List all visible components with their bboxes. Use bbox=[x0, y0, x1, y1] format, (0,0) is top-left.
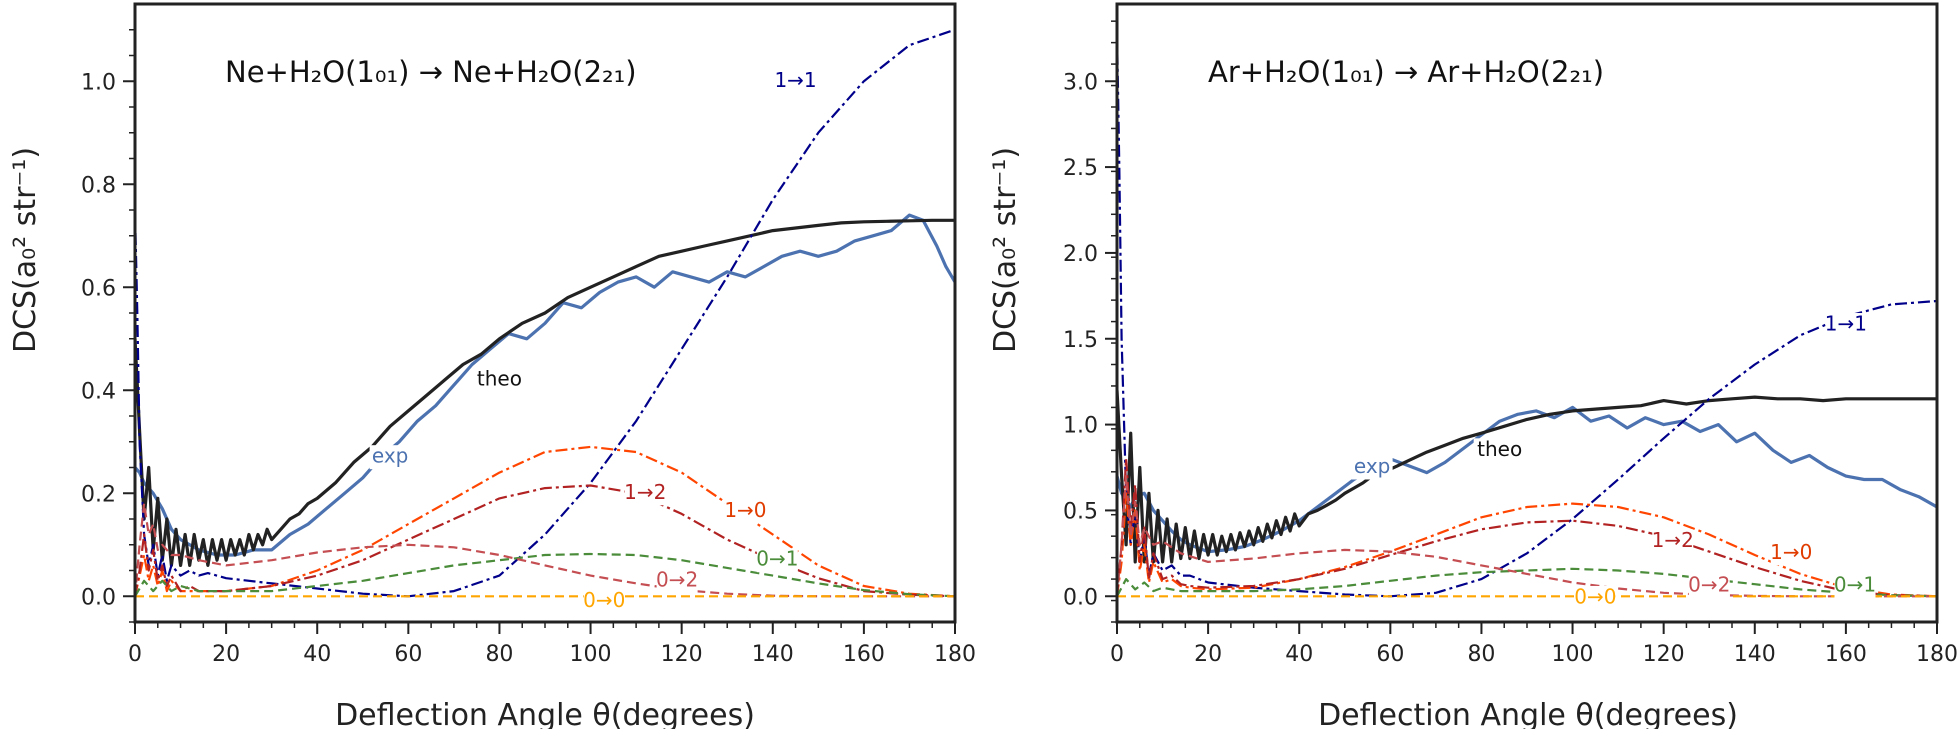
plot-area bbox=[135, 28, 955, 598]
series-line-1to0 bbox=[135, 445, 955, 598]
series-line-1to2 bbox=[1117, 457, 1937, 598]
x-tick-label: 100 bbox=[570, 642, 612, 667]
y-tick-label: 2.0 bbox=[1063, 242, 1098, 267]
curve-label-bg bbox=[624, 481, 666, 506]
y-tick-label: 0.0 bbox=[81, 585, 116, 610]
curve-label-bg bbox=[1825, 313, 1867, 338]
curve-label-bg bbox=[369, 445, 411, 470]
curve-label-1to0: 1→0 bbox=[1770, 540, 1812, 564]
x-tick-label: 140 bbox=[1734, 642, 1776, 667]
chart-title: Ar+H₂O(1₀₁) → Ar+H₂O(2₂₁) bbox=[1208, 55, 1604, 89]
curve-label-1to0: 1→0 bbox=[724, 498, 766, 522]
series-line-1to0 bbox=[1117, 492, 1937, 598]
y-tick-label: 2.5 bbox=[1063, 156, 1098, 181]
y-tick-label: 0.4 bbox=[81, 379, 116, 404]
x-axis-label: Deflection Angle θ(degrees) bbox=[1318, 698, 1738, 729]
y-tick-label: 0.5 bbox=[1063, 499, 1098, 524]
x-tick-label: 60 bbox=[1376, 642, 1404, 667]
x-tick-label: 0 bbox=[1110, 642, 1124, 667]
y-tick-label: 1.5 bbox=[1063, 328, 1098, 353]
curve-label-bg bbox=[1652, 529, 1694, 554]
curve-label-0to1: 0→1 bbox=[1834, 572, 1876, 596]
x-tick-label: 20 bbox=[1194, 642, 1222, 667]
curve-label-bg bbox=[1834, 573, 1876, 598]
x-tick-label: 180 bbox=[934, 642, 976, 667]
curve-label-bg bbox=[1574, 585, 1616, 610]
curve-label-exp: exp bbox=[1354, 454, 1390, 478]
curve-label-bg bbox=[724, 499, 766, 524]
curve-label-bg bbox=[1351, 455, 1393, 480]
y-axis-label: DCS(a₀² str⁻¹) bbox=[8, 147, 43, 353]
series-line-0to1 bbox=[135, 552, 955, 598]
x-tick-label: 40 bbox=[1285, 642, 1313, 667]
curve-label-bg bbox=[1688, 573, 1730, 598]
chart-title: Ne+H₂O(1₀₁) → Ne+H₂O(2₂₁) bbox=[225, 55, 637, 89]
y-tick-label: 3.0 bbox=[1063, 70, 1098, 95]
y-tick-label: 1.0 bbox=[81, 70, 116, 95]
series-line-0to2 bbox=[1117, 475, 1937, 598]
series-line-1to2 bbox=[135, 484, 955, 598]
curve-label-1to1: 1→1 bbox=[774, 68, 816, 92]
x-tick-label: 180 bbox=[1916, 642, 1958, 667]
x-tick-label: 0 bbox=[128, 642, 142, 667]
x-tick-label: 20 bbox=[212, 642, 240, 667]
curve-label-0to0: 0→0 bbox=[583, 588, 625, 612]
curve-label-1to1: 1→1 bbox=[1825, 312, 1867, 336]
series-line-1to1 bbox=[1117, 29, 1937, 598]
curve-label-1to2: 1→2 bbox=[1652, 528, 1694, 552]
chart-panel-ar: Ar+H₂O(1₀₁) → Ar+H₂O(2₂₁) Deflection Ang… bbox=[988, 2, 1958, 729]
x-tick-label: 160 bbox=[1825, 642, 1867, 667]
curve-label-bg bbox=[583, 589, 625, 614]
x-tick-label: 40 bbox=[303, 642, 331, 667]
y-tick-label: 1.0 bbox=[1063, 414, 1098, 439]
series-line-theo bbox=[135, 218, 955, 567]
series-line-exp bbox=[135, 213, 955, 557]
y-tick-label: 0.0 bbox=[1063, 585, 1098, 610]
series-line-1to1 bbox=[135, 28, 955, 598]
curve-label-bg bbox=[1770, 541, 1812, 566]
x-tick-label: 80 bbox=[485, 642, 513, 667]
curve-label-bg bbox=[756, 548, 798, 573]
curve-label-theo: theo bbox=[1477, 437, 1522, 461]
curve-label-1to2: 1→2 bbox=[624, 480, 666, 504]
curve-label-theo: theo bbox=[477, 366, 522, 390]
x-tick-label: 140 bbox=[752, 642, 794, 667]
curve-label-0to2: 0→2 bbox=[656, 567, 698, 591]
chart-panel-ne: Ne+H₂O(1₀₁) → Ne+H₂O(2₂₁) Deflection Ang… bbox=[8, 2, 976, 729]
curve-label-0to2: 0→2 bbox=[1688, 572, 1730, 596]
y-tick-label: 0.8 bbox=[81, 173, 116, 198]
x-tick-label: 120 bbox=[1643, 642, 1685, 667]
plot-area bbox=[1117, 29, 1937, 598]
y-tick-label: 0.2 bbox=[81, 482, 116, 507]
x-tick-label: 100 bbox=[1552, 642, 1594, 667]
curve-label-bg bbox=[1473, 438, 1526, 463]
series-line-theo bbox=[1117, 390, 1937, 564]
curve-label-bg bbox=[473, 367, 526, 392]
x-tick-label: 120 bbox=[661, 642, 703, 667]
y-tick-label: 0.6 bbox=[81, 276, 116, 301]
y-axis-label: DCS(a₀² str⁻¹) bbox=[988, 147, 1023, 353]
plot-frame bbox=[1115, 2, 1939, 624]
x-tick-label: 80 bbox=[1467, 642, 1495, 667]
x-tick-label: 160 bbox=[843, 642, 885, 667]
series-line-0to2 bbox=[135, 502, 955, 598]
x-tick-label: 60 bbox=[394, 642, 422, 667]
curve-label-0to1: 0→1 bbox=[756, 547, 798, 571]
curve-label-bg bbox=[656, 568, 698, 593]
curve-label-exp: exp bbox=[372, 444, 408, 468]
x-axis-label: Deflection Angle θ(degrees) bbox=[335, 698, 755, 729]
curve-label-0to0: 0→0 bbox=[1574, 584, 1616, 608]
curve-label-bg bbox=[775, 69, 817, 94]
series-line-exp bbox=[1117, 405, 1937, 554]
